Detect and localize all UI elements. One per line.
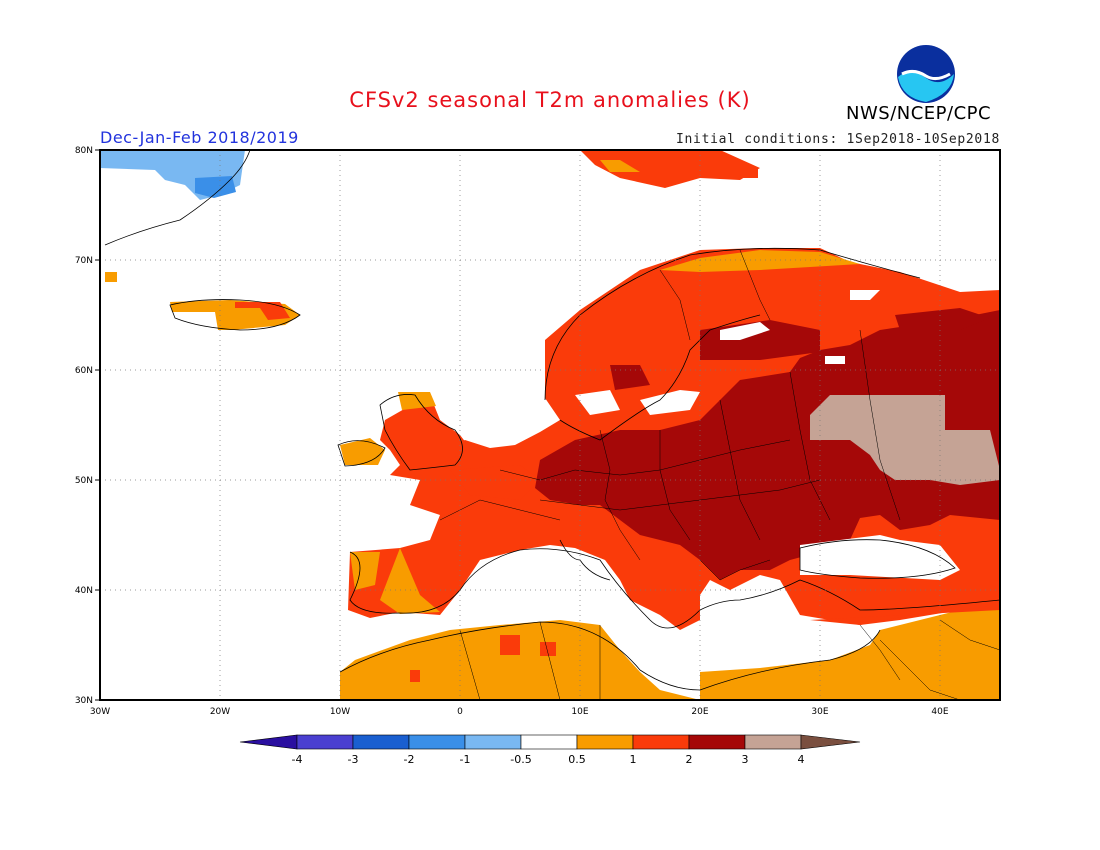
central-europe-strong-anomaly [535, 308, 1000, 580]
legend-tick: -1 [460, 753, 471, 766]
legend-labels: -4 -3 -2 -1 -0.5 0.5 1 2 3 4 [292, 753, 805, 766]
legend-swatch [464, 734, 522, 750]
lat-label: 40N [75, 586, 93, 596]
legend-tick: 0.5 [568, 753, 586, 766]
coastlines [104, 149, 1001, 691]
color-legend [239, 734, 861, 750]
svalbard-warm-anomaly [580, 150, 760, 188]
legend-tick: -4 [292, 753, 303, 766]
neutral-regions [575, 290, 960, 580]
map-frame [99, 149, 1001, 701]
greenland-cold-anomaly [100, 150, 245, 200]
lon-label: 30E [811, 707, 828, 717]
lon-label: 0 [457, 707, 463, 717]
north-africa-anomaly [340, 600, 1000, 700]
lon-label: 10W [330, 707, 350, 717]
legend-tick: 1 [630, 753, 637, 766]
legend-swatch [520, 734, 578, 750]
legend-tick: 3 [742, 753, 749, 766]
legend-swatch [408, 734, 466, 750]
lat-label: 80N [75, 146, 93, 156]
initial-conditions-label: Initial conditions: 1Sep2018-10Sep2018 [675, 132, 1000, 147]
europe-warm-anomaly [340, 248, 1000, 630]
legend-tick: -2 [404, 753, 415, 766]
legend-swatch [352, 734, 410, 750]
season-label: Dec-Jan-Feb 2018/2019 [100, 128, 299, 147]
russia-extreme-anomaly [810, 395, 1000, 485]
lon-label: 40E [931, 707, 948, 717]
noaa-logo [896, 44, 956, 104]
legend-swatch [296, 734, 354, 750]
country-borders [439, 249, 1001, 701]
lat-label: 50N [75, 476, 93, 486]
legend-swatch [688, 734, 746, 750]
latitude-axis: 80N 70N 60N 50N 40N 30N [75, 146, 93, 706]
lon-label: 20E [691, 707, 708, 717]
legend-swatch [744, 734, 802, 750]
lon-label: 30W [90, 707, 110, 717]
chart-title: CFSv2 seasonal T2m anomalies (K) [349, 88, 751, 112]
lat-label: 30N [75, 696, 93, 706]
longitude-axis: 30W 20W 10W 0 10E 20E 30E 40E [90, 707, 949, 717]
legend-swatch [632, 734, 690, 750]
lat-label: 60N [75, 366, 93, 376]
legend-swatch [576, 734, 634, 750]
map-grid [100, 150, 1000, 700]
org-label: NWS/NCEP/CPC [846, 103, 992, 124]
legend-tick: -3 [348, 753, 359, 766]
legend-tick: 4 [798, 753, 805, 766]
legend-swatch [800, 734, 861, 750]
lat-label: 70N [75, 256, 93, 266]
lon-label: 20W [210, 707, 230, 717]
legend-swatch [239, 734, 298, 750]
legend-tick: -0.5 [510, 753, 531, 766]
legend-tick: 2 [686, 753, 693, 766]
lon-label: 10E [571, 707, 588, 717]
iceland-anomaly [170, 300, 300, 330]
